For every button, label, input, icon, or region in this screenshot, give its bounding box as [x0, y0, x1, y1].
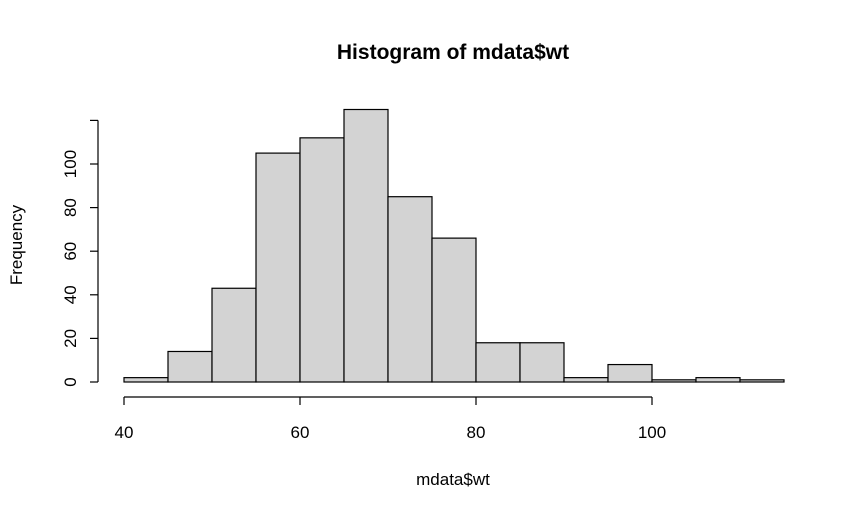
histogram-bar-55-60: [255, 152, 301, 383]
histogram-bar-90-95: [563, 377, 609, 383]
histogram-bar-65-70: [343, 108, 389, 383]
y-tick-label-100: 100: [61, 150, 80, 178]
histogram-bar-75-80: [431, 237, 477, 383]
x-tick-label-80: 80: [467, 423, 486, 442]
histogram-bar-110-115: [739, 379, 785, 383]
histogram-bar-100-105: [651, 379, 697, 383]
histogram-bar-95-100: [607, 363, 653, 383]
histogram-bar-40-45: [123, 377, 169, 383]
x-tick-label-100: 100: [638, 423, 666, 442]
x-axis-label: mdata$wt: [416, 470, 490, 489]
y-axis-label: Frequency: [7, 204, 26, 285]
x-axis: 40 60 80 100: [115, 396, 666, 442]
y-tick-label-40: 40: [61, 285, 80, 304]
histogram-bar-70-75: [387, 196, 433, 383]
histogram-bar-105-110: [695, 377, 741, 383]
y-tick-label-60: 60: [61, 242, 80, 261]
histogram-bar-45-50: [167, 350, 213, 383]
histogram-bar-80-85: [475, 342, 521, 383]
histogram-bar-60-65: [299, 137, 345, 383]
y-tick-label-20: 20: [61, 329, 80, 348]
x-tick-label-40: 40: [115, 423, 134, 442]
y-axis: 0 20 40 60 80 100: [61, 119, 99, 387]
y-tick-label-0: 0: [61, 377, 80, 386]
histogram-bar-85-90: [519, 342, 565, 383]
histogram-bar-50-55: [211, 287, 257, 383]
x-tick-label-60: 60: [291, 423, 310, 442]
y-tick-label-80: 80: [61, 198, 80, 217]
chart-title: Histogram of mdata$wt: [337, 41, 569, 64]
bars-group: [123, 108, 785, 383]
